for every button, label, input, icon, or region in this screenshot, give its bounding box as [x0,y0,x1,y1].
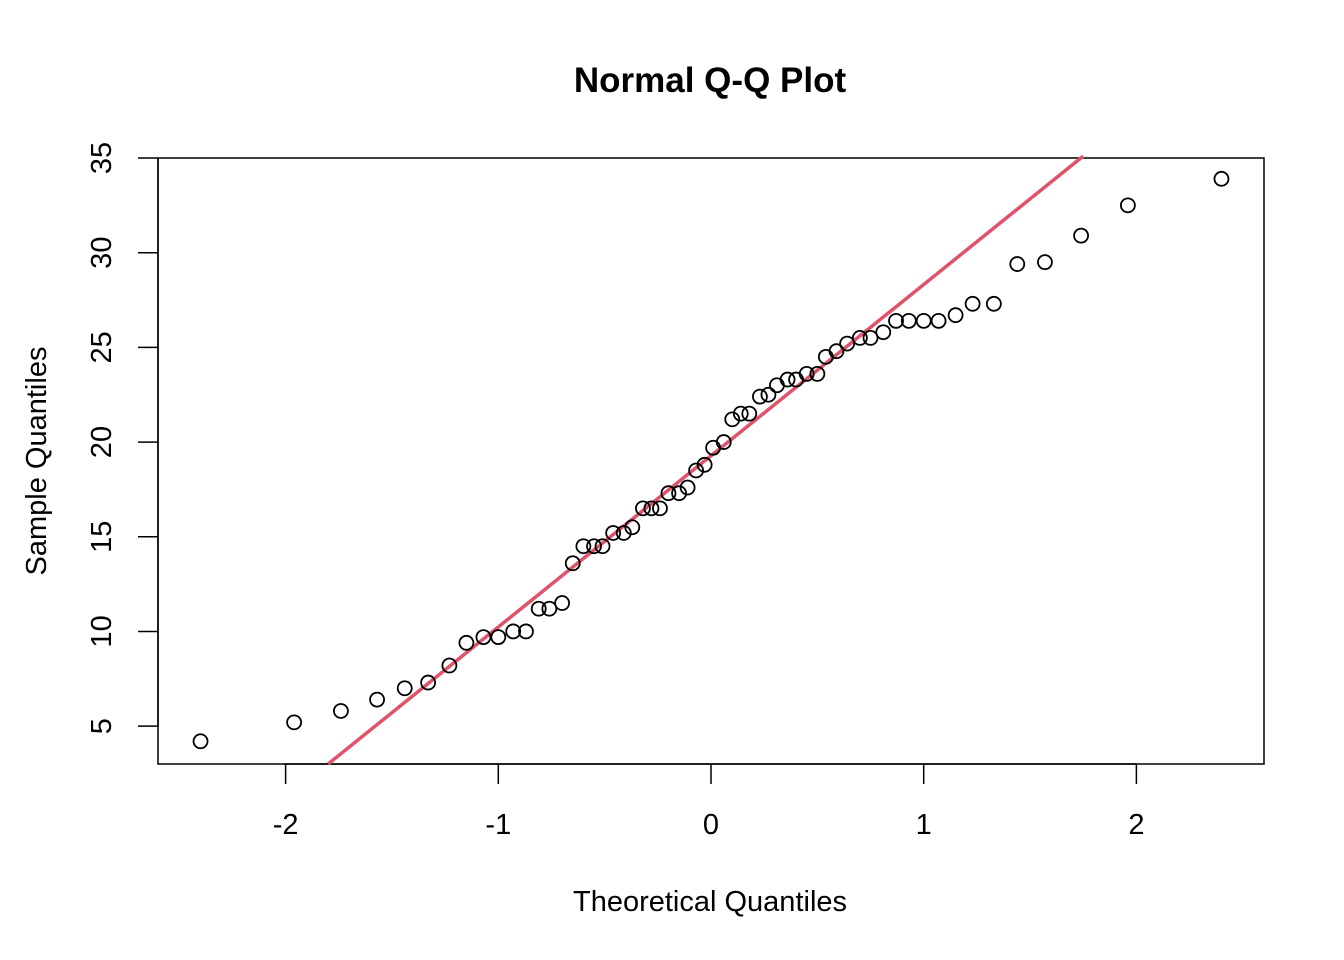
x-tick-label: 0 [703,809,719,841]
data-point [679,479,696,496]
data-point [458,634,475,651]
data-point [605,525,622,541]
data-point [688,462,705,479]
data-point [1037,254,1053,271]
data-point [798,365,815,382]
x-axis-label: Theoretical Quantiles [573,886,847,918]
y-tick-label: 5 [86,718,118,734]
reference-line-layer [327,154,1085,766]
y-tick-label: 35 [86,142,118,174]
data-point [839,335,856,352]
data-point [635,500,651,517]
data-point [530,600,547,617]
data-point [541,600,558,617]
data-point [788,371,804,388]
data-point [809,365,826,382]
points-layer [192,170,1230,750]
y-tick-label: 10 [86,615,118,647]
data-point [505,623,522,640]
y-axis-label: Sample Quantiles [21,347,53,576]
data-point [660,485,677,502]
data-point [652,500,668,517]
x-tick-label: -2 [273,809,299,841]
data-point [1213,170,1230,187]
x-tick-label: 2 [1128,809,1144,841]
data-point [1009,256,1026,272]
data-point [441,657,458,674]
data-point [947,307,964,324]
data-point [696,456,713,473]
data-point [490,629,507,646]
data-point [420,674,437,691]
data-point [779,371,796,388]
data-point [851,330,868,346]
data-point [643,500,660,517]
data-point [715,434,732,450]
x-tick-label: -1 [485,809,511,841]
chart-title: Normal Q-Q Plot [574,61,847,100]
data-point [396,680,413,697]
data-point [964,295,981,312]
data-point [671,485,687,502]
data-point [554,595,571,611]
data-point [741,405,758,422]
data-point [564,555,581,572]
data-point [769,377,785,394]
data-point [732,405,749,422]
data-point [875,324,892,341]
data-point [192,733,209,750]
y-tick-label: 30 [86,237,118,269]
data-point [760,386,777,403]
y-tick-label: 25 [86,331,118,363]
data-point [518,623,534,640]
data-point [724,411,741,428]
x-axis: -2 -1 0 1 2 [273,763,1144,841]
data-point [286,714,303,731]
y-tick-label: 15 [86,521,118,553]
data-point [915,312,932,329]
data-point [594,538,611,555]
data-point [1119,197,1136,214]
data-point [624,519,641,536]
qq-reference-line [327,154,1085,766]
data-point [752,388,768,405]
data-point [985,295,1002,312]
data-point [862,330,879,346]
x-tick-label: 1 [916,809,932,841]
data-point [1073,227,1089,244]
data-point [586,538,602,555]
data-point [930,312,947,329]
data-point [333,703,349,719]
data-point [828,343,845,360]
data-point [575,538,592,555]
data-point [615,525,632,541]
data-point [369,691,385,708]
y-axis: 5 10 15 20 25 30 35 [86,142,159,734]
y-tick-label: 20 [86,426,118,458]
data-point [888,312,904,329]
